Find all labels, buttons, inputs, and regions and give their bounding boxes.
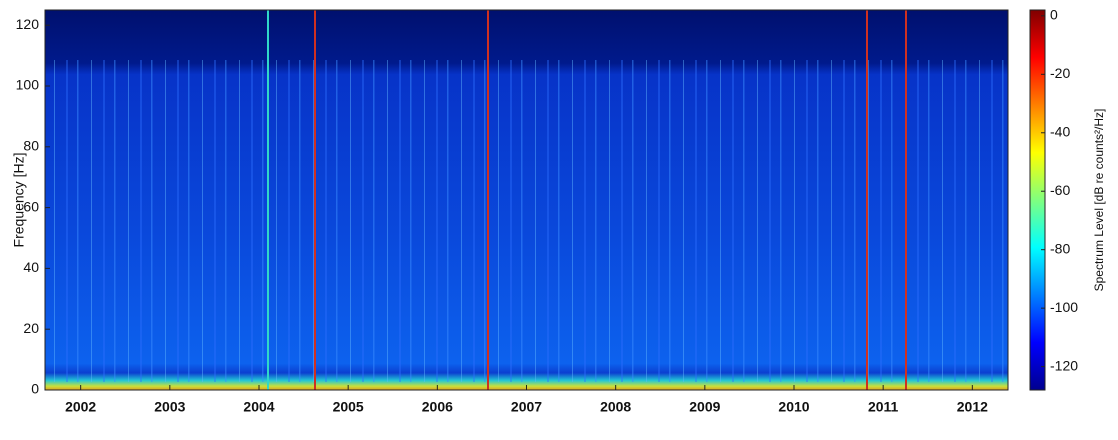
y-tick-label: 100	[16, 77, 40, 93]
colorbar-tick-label: -40	[1050, 123, 1070, 139]
colorbar-tick-label: -20	[1050, 65, 1070, 81]
x-tick-label: 2010	[778, 399, 809, 415]
colorbar-label: Spectrum Level [dB re counts²/Hz]	[1092, 109, 1106, 292]
x-tick-label: 2007	[511, 399, 542, 415]
colorbar-tick-label: -60	[1050, 182, 1070, 198]
spectrogram-image	[45, 10, 1008, 390]
y-tick-label: 0	[31, 381, 39, 397]
x-tick-label: 2005	[333, 399, 364, 415]
y-tick-label: 120	[16, 16, 40, 32]
x-tick-label: 2003	[154, 399, 185, 415]
colorbar-tick-label: -120	[1050, 357, 1078, 373]
y-tick-label: 60	[23, 198, 39, 214]
x-tick-label: 2006	[422, 399, 453, 415]
x-tick-label: 2008	[600, 399, 631, 415]
colorbar-tick-label: -80	[1050, 240, 1070, 256]
colorbar-tick-label: -100	[1050, 299, 1078, 315]
y-tick-label: 80	[23, 138, 39, 154]
x-tick-label: 2011	[868, 399, 899, 415]
y-tick-label: 20	[23, 320, 39, 336]
colorbar	[1029, 9, 1046, 391]
y-axis-label: Frequency [Hz]	[11, 153, 27, 248]
colorbar-tick-label: 0	[1050, 7, 1058, 23]
y-tick-label: 40	[23, 259, 39, 275]
x-tick-label: 2002	[65, 399, 96, 415]
x-tick-label: 2009	[689, 399, 720, 415]
x-tick-label: 2004	[243, 399, 274, 415]
x-tick-label: 2012	[957, 399, 988, 415]
